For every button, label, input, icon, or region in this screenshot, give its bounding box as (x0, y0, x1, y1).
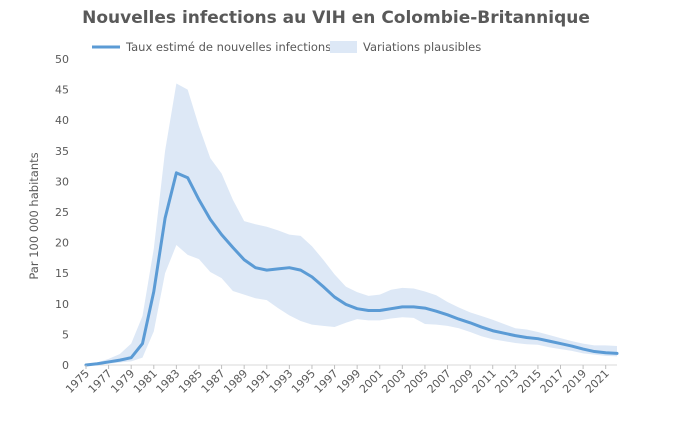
x-tick-label: 2007 (425, 367, 454, 396)
x-tick-label: 1997 (312, 367, 341, 396)
x-tick-label: 2003 (379, 367, 408, 396)
y-tick-label: 5 (62, 328, 69, 341)
rate-line-layer (84, 171, 619, 367)
x-tick-label: 1981 (131, 367, 160, 396)
y-tick-label: 40 (55, 114, 69, 127)
y-tick-label: 15 (55, 267, 69, 280)
legend-label-line: Taux estimé de nouvelles infections (125, 40, 331, 54)
x-tick-label: 2021 (583, 367, 612, 396)
legend-band-swatch (330, 41, 357, 53)
x-tick-label: 1989 (221, 367, 250, 396)
y-tick-label: 0 (62, 359, 69, 372)
x-tick-label: 1985 (176, 367, 205, 396)
x-tick-label: 1999 (334, 367, 363, 396)
y-tick-label: 25 (55, 206, 69, 219)
plausible-range-band (86, 83, 617, 365)
legend: Taux estimé de nouvelles infections Vari… (92, 40, 481, 54)
x-tick-label: 1983 (154, 367, 183, 396)
x-tick-label: 2017 (538, 367, 567, 396)
x-tick-label: 1979 (108, 367, 137, 396)
x-tick-label: 2001 (357, 367, 386, 396)
x-tick-label: 1995 (289, 367, 318, 396)
y-tick-label: 20 (55, 237, 69, 250)
chart-title: Nouvelles infections au VIH en Colombie-… (82, 8, 590, 28)
x-tick-label: 2005 (402, 367, 431, 396)
x-tick-label: 2013 (492, 367, 521, 396)
y-axis-label: Par 100 000 habitants (27, 152, 41, 279)
x-tick-label: 2009 (447, 367, 476, 396)
x-tick-label: 2015 (515, 367, 544, 396)
y-tick-label: 45 (55, 84, 69, 97)
x-tick-label: 1977 (86, 367, 115, 396)
x-tick-label: 1987 (199, 367, 228, 396)
y-tick-label: 35 (55, 145, 69, 158)
legend-label-band: Variations plausibles (363, 40, 481, 54)
y-tick-label: 50 (55, 53, 69, 66)
y-axis-ticks: 0 5 10 15 20 25 30 35 40 45 50 (55, 53, 69, 372)
x-axis-ticks: 1975197719791981198319851987198919911993… (63, 365, 612, 396)
x-tick-label: 1991 (244, 367, 273, 396)
plausible-range-area (86, 83, 617, 365)
x-tick-label: 1993 (266, 367, 295, 396)
estimated-rate-line (84, 171, 619, 367)
x-tick-label: 2011 (470, 367, 499, 396)
y-tick-label: 10 (55, 298, 69, 311)
y-tick-label: 30 (55, 175, 69, 188)
x-tick-label: 2019 (560, 367, 589, 396)
